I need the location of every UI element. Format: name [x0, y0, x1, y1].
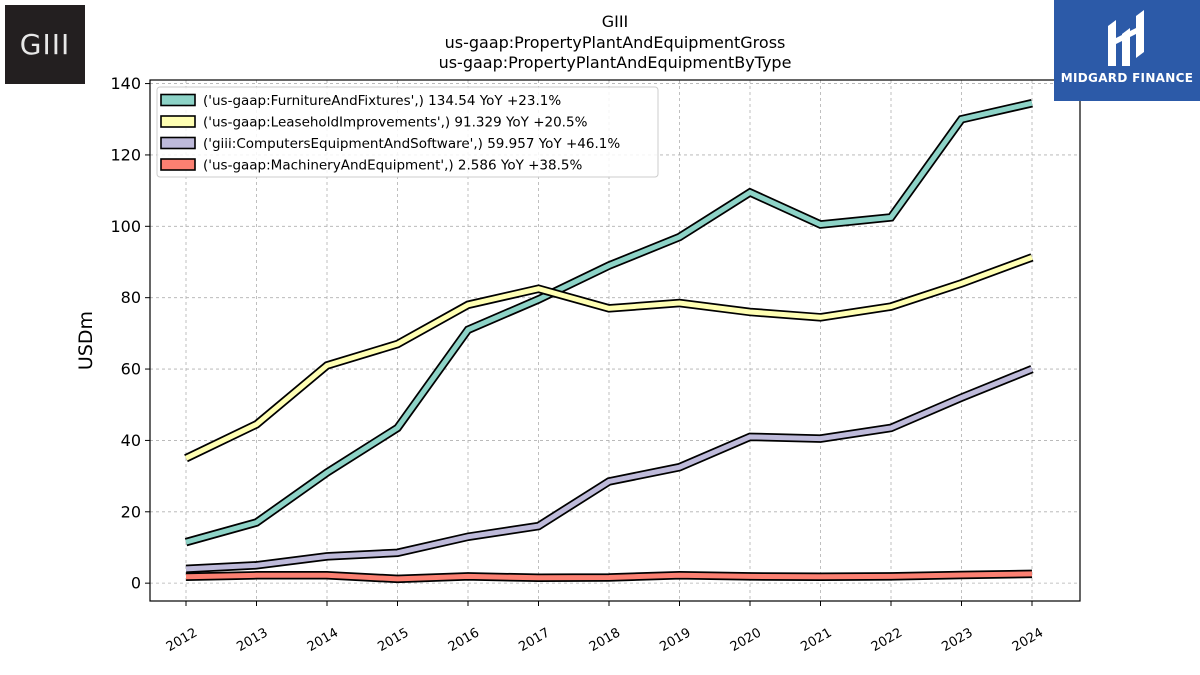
- y-tick-label: 20: [121, 502, 141, 521]
- x-tick-label: 2023: [939, 625, 975, 655]
- legend-entry-label: ('us-gaap:FurnitureAndFixtures',) 134.54…: [203, 93, 561, 109]
- x-tick-label: 2021: [798, 625, 834, 655]
- x-tick-label: 2015: [375, 625, 411, 655]
- y-tick-label: 140: [110, 74, 141, 93]
- x-tick-label: 2017: [516, 625, 552, 655]
- y-tick-label: 80: [121, 288, 141, 307]
- series-line: [185, 100, 1033, 545]
- midgard-logo-icon: [1108, 10, 1144, 66]
- legend-box: [156, 86, 659, 178]
- x-tick-label: 2016: [446, 625, 482, 655]
- series-lines: [184, 99, 1034, 584]
- x-tick-label: 2024: [1010, 625, 1046, 655]
- y-tick-label: 60: [121, 360, 141, 379]
- legend-entry-label: ('us-gaap:LeaseholdImprovements',) 91.32…: [203, 115, 588, 131]
- midgard-finance-logo: MIDGARD FINANCE: [1054, 0, 1200, 101]
- giii-logo: GIII: [5, 5, 85, 84]
- legend: ('us-gaap:FurnitureAndFixtures',) 134.54…: [156, 86, 659, 178]
- legend-entry-label: ('us-gaap:MachineryAndEquipment',) 2.586…: [203, 158, 582, 174]
- y-axis-label: USDm: [75, 311, 97, 370]
- y-tick-label: 120: [110, 145, 141, 164]
- legend-swatch: [160, 158, 196, 171]
- chart-subtitle-text: us-gaap:PropertyPlantAndEquipmentGross: [445, 33, 786, 52]
- x-tick-label: 2022: [869, 625, 905, 655]
- series-line: [185, 571, 1033, 582]
- y-tick-label: 40: [121, 431, 141, 450]
- x-tick-label: 2018: [587, 625, 623, 655]
- y-tick-label: 100: [110, 217, 141, 236]
- y-tick-label: 0: [131, 574, 141, 593]
- chart-subtitle-text: us-gaap:PropertyPlantAndEquipmentByType: [439, 53, 792, 72]
- giii-logo-text: GIII: [19, 28, 71, 61]
- midgard-logo-text: MIDGARD FINANCE: [1060, 71, 1194, 85]
- chart-title-text: GIII: [602, 12, 629, 31]
- chart-title: GIII us-gaap:PropertyPlantAndEquipmentGro…: [439, 12, 792, 72]
- x-tick-label: 2019: [657, 625, 693, 655]
- plot-frame: [149, 79, 1081, 602]
- legend-swatch: [160, 93, 196, 107]
- legend-swatch: [160, 115, 196, 128]
- x-tick-label: 2014: [305, 625, 341, 655]
- x-tick-label: 2012: [164, 625, 200, 655]
- series-line: [185, 366, 1033, 572]
- legend-entry-label: ('giii:ComputersEquipmentAndSoftware',) …: [203, 136, 620, 152]
- legend-swatch: [160, 136, 196, 150]
- series-line: [184, 255, 1033, 461]
- x-tick-label: 2013: [234, 625, 270, 655]
- x-tick-label: 2020: [728, 625, 764, 655]
